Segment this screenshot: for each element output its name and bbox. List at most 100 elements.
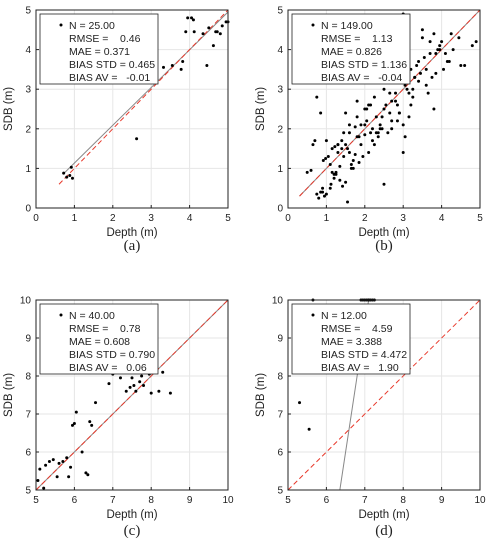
chart-3-frame xyxy=(287,299,481,491)
chart-1-point-83 xyxy=(463,63,467,67)
chart-2-xtick-label-5: 10 xyxy=(222,495,234,506)
chart-1-point-49 xyxy=(382,87,386,91)
chart-2-point-5 xyxy=(51,458,55,462)
chart-1-point-91 xyxy=(336,143,340,147)
panel-d: 5 6 7 8 9 10 5 6 7 8 9 10 Depth (m) SDB (m) N = 12.00R… xyxy=(255,296,486,540)
chart-0-xtick-label-2: 2 xyxy=(110,213,116,224)
chart-1-point-0 xyxy=(305,170,309,174)
chart-1-point-86 xyxy=(315,95,319,99)
chart-3-xtick-label-0: 5 xyxy=(285,495,291,506)
chart-2-stat-bias-std: BIAS STD = 0.790 xyxy=(69,349,155,361)
chart-1-point-145 xyxy=(445,59,449,63)
chart-1-point-51 xyxy=(386,131,390,135)
chart-2-point-9 xyxy=(65,456,69,460)
chart-1-point-93 xyxy=(344,111,348,115)
chart-1-point-131 xyxy=(418,71,422,75)
chart-0-ytick-label-2: 2 xyxy=(25,124,31,135)
chart-1-point-1 xyxy=(309,168,313,172)
chart-1-point-138 xyxy=(401,151,405,155)
chart-2-point-22 xyxy=(118,376,122,380)
chart-2-point-18 xyxy=(90,423,94,427)
chart-1-point-32 xyxy=(353,125,357,129)
chart-1-point-113 xyxy=(420,28,424,32)
chart-2-point-8 xyxy=(61,460,65,463)
chart-1-point-100 xyxy=(370,139,374,143)
chart-3-xtick-label-2: 7 xyxy=(362,495,368,506)
chart-2-panel-label: (c) xyxy=(124,523,141,539)
chart-1-point-123 xyxy=(357,135,361,139)
chart-1-point-13 xyxy=(328,162,332,166)
chart-3-stat-rmse: RMSE = 4.59 xyxy=(321,323,393,335)
chart-1-point-74 xyxy=(434,71,438,75)
chart-2-point-1 xyxy=(38,467,42,471)
chart-1-point-133 xyxy=(434,52,438,56)
chart-1-point-136 xyxy=(382,182,386,186)
chart-0-point-14 xyxy=(192,30,196,34)
chart-2-point-17 xyxy=(88,420,92,424)
chart-1-point-107 xyxy=(397,111,401,115)
chart-3-xtick-label-1: 6 xyxy=(324,495,330,506)
chart-0-xtick-label-1: 1 xyxy=(72,213,78,224)
chart-2-point-16 xyxy=(84,471,88,475)
chart-1-point-4 xyxy=(315,192,319,196)
chart-0-point-15 xyxy=(201,32,205,36)
chart-1-point-52 xyxy=(388,91,392,95)
chart-1-point-24 xyxy=(342,155,346,159)
chart-2-xlabel: Depth (m) xyxy=(106,509,157,521)
chart-3-point-1 xyxy=(307,427,311,431)
chart-3-ytick-label-3: 8 xyxy=(277,372,283,383)
chart-2-point-29 xyxy=(138,380,142,384)
chart-1-point-62 xyxy=(407,91,411,95)
chart-2-point-37 xyxy=(168,391,172,395)
chart-2-frame xyxy=(35,299,229,491)
chart-1-point-80 xyxy=(451,48,455,52)
chart-2-xtick-label-2: 7 xyxy=(110,495,116,506)
chart-1-point-84 xyxy=(470,44,474,48)
chart-0-ytick-label-1: 1 xyxy=(25,164,31,175)
chart-1-point-22 xyxy=(340,147,344,151)
chart-1-point-66 xyxy=(415,63,419,67)
chart-0-ytick-label-4: 4 xyxy=(25,45,31,56)
chart-2-xtick-label-1: 6 xyxy=(72,495,78,506)
chart-0-panel-label: (a) xyxy=(124,238,141,254)
chart-1-point-89 xyxy=(328,186,332,190)
chart-3-xtick-label-5: 10 xyxy=(474,495,486,506)
chart-1-xtick-label-5: 5 xyxy=(477,213,483,224)
chart-3-ytick-label-1: 6 xyxy=(277,448,283,459)
chart-1-point-23 xyxy=(341,184,345,188)
chart-1-point-103 xyxy=(382,107,386,111)
chart-2-point-36 xyxy=(161,370,165,374)
chart-1-point-140 xyxy=(349,162,353,166)
chart-2-point-6 xyxy=(55,475,59,479)
chart-0-xlabel: Depth (m) xyxy=(106,227,157,239)
chart-1-ytick-label-2: 2 xyxy=(277,124,283,135)
chart-1-ylabel: SDB (m) xyxy=(255,87,267,131)
chart-0-identity-line xyxy=(58,9,229,185)
chart-0-point-16 xyxy=(205,63,209,67)
chart-2-stat-rmse: RMSE = 0.78 xyxy=(69,323,141,335)
chart-1-point-88 xyxy=(324,192,328,196)
chart-2-point-3 xyxy=(44,463,48,467)
chart-1-point-35 xyxy=(357,160,361,164)
chart-0-stat-mae: MAE = 0.371 xyxy=(69,46,130,58)
chart-2-point-27 xyxy=(134,389,138,393)
chart-2-ytick-label-2: 7 xyxy=(25,410,31,421)
chart-1-point-53 xyxy=(390,99,394,103)
chart-2-ylabel: SDB (m) xyxy=(3,373,15,417)
chart-0-point-8 xyxy=(179,67,183,71)
chart-2-point-13 xyxy=(72,422,76,425)
chart-0-xtick-label-0: 0 xyxy=(33,213,39,224)
chart-1-point-87 xyxy=(319,111,323,115)
chart-0-point-18 xyxy=(211,44,215,48)
chart-0-point-9 xyxy=(181,59,185,63)
chart-2-point-10 xyxy=(67,475,71,479)
chart-0-point-20 xyxy=(215,30,219,34)
chart-2-identity-line xyxy=(35,299,229,491)
chart-2-point-4 xyxy=(47,460,51,463)
chart-1-xtick-label-4: 4 xyxy=(439,213,445,224)
chart-0-point-0 xyxy=(62,171,66,175)
chart-1-point-69 xyxy=(422,56,426,60)
chart-0-point-24 xyxy=(220,24,224,28)
chart-1-point-128 xyxy=(395,119,399,123)
chart-1-point-77 xyxy=(440,40,444,44)
